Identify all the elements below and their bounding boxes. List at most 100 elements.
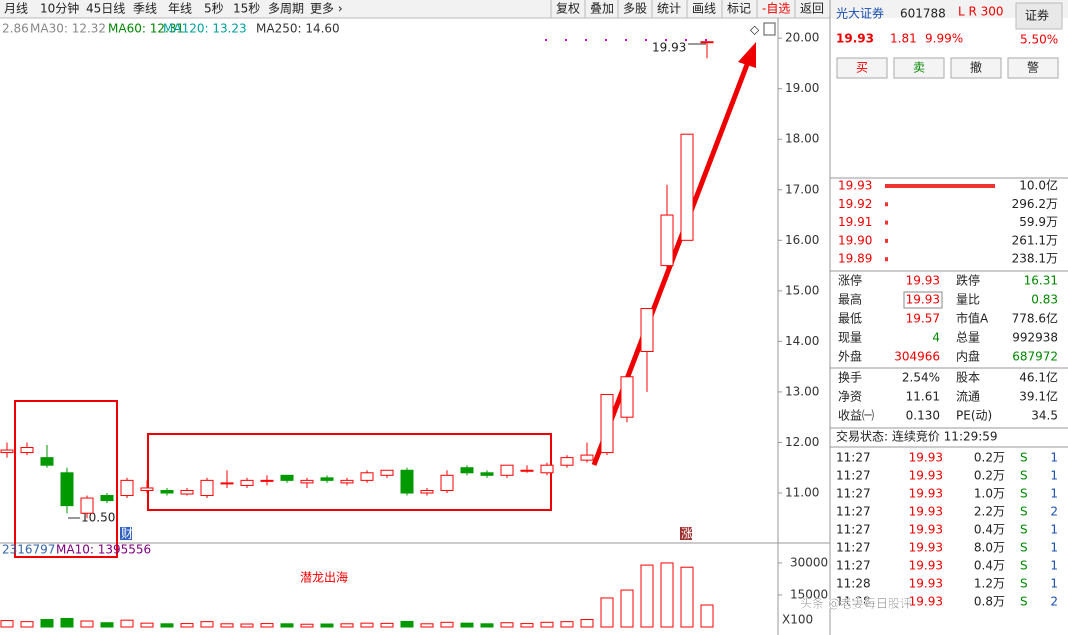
- y-tick-label: 13.00: [785, 384, 819, 398]
- toolbar-item[interactable]: 10分钟: [40, 1, 79, 16]
- ma-legend: MA120: 13.23: [163, 22, 247, 36]
- slogan: 潜龙出海: [300, 570, 348, 585]
- toolbar-button[interactable]: 多股: [623, 2, 647, 16]
- toolbar-button[interactable]: 统计: [657, 2, 681, 16]
- highlight: [903, 291, 943, 309]
- y-tick-label: 18.00: [785, 132, 819, 146]
- change: 1.81: [890, 32, 917, 46]
- trade-side: S: [1020, 469, 1028, 483]
- toolbar-item[interactable]: 年线: [168, 2, 192, 16]
- trade-button-label[interactable]: 买: [856, 61, 868, 75]
- trade-button[interactable]: [1007, 57, 1059, 79]
- trade-time: 11:28: [836, 577, 871, 591]
- book-price: 19.92: [838, 197, 872, 211]
- candle-body: [440, 474, 454, 491]
- stat-value: 778.6亿: [1012, 311, 1058, 326]
- icon[interactable]: [763, 22, 776, 36]
- volume-bar: [540, 621, 554, 628]
- volume-bar: [200, 621, 214, 628]
- volume-bar: [360, 622, 374, 628]
- icon[interactable]: ◇: [750, 23, 760, 37]
- toolbar-button[interactable]: 叠加: [590, 2, 614, 16]
- unit-label: X100: [782, 613, 813, 627]
- trade-price: 19.93: [909, 523, 943, 537]
- toolbar-item[interactable]: 5秒: [204, 2, 224, 16]
- candle-body: [240, 479, 254, 486]
- candle-body: [640, 308, 654, 352]
- candle-body: [340, 479, 354, 484]
- sector-name[interactable]: 证券: [1025, 8, 1049, 23]
- trade-side: S: [1020, 577, 1028, 591]
- book-volume: 261.1万: [1012, 233, 1058, 247]
- volume-bar: [280, 623, 294, 628]
- toolbar-item[interactable]: 月线: [4, 2, 28, 16]
- toolbar-button[interactable]: 返回: [800, 2, 824, 16]
- stat-label: 量比: [956, 293, 980, 307]
- y-tick-label: 14.00: [785, 334, 819, 348]
- stat-value: 34.5: [1031, 409, 1058, 423]
- book-volume: 10.0亿: [1019, 178, 1058, 193]
- trade-button-label[interactable]: 卖: [913, 61, 925, 75]
- badge-text: 涨: [681, 526, 693, 541]
- stat-value: 992938: [1012, 331, 1058, 345]
- toolbar-button[interactable]: 复权: [556, 2, 580, 16]
- volume-bar: [80, 620, 94, 628]
- stat-value: 39.1亿: [1019, 389, 1058, 404]
- book-price: 19.89: [838, 252, 872, 266]
- marker-dot: [685, 39, 687, 41]
- book-volume: 59.9万: [1019, 215, 1058, 229]
- volume-bar: [380, 622, 394, 628]
- trade-count: 1: [1050, 541, 1058, 555]
- marker-dot: [665, 39, 667, 41]
- stat-value: 46.1亿: [1019, 370, 1058, 385]
- trade-price: 19.93: [909, 559, 943, 573]
- stat-label: 内盘: [956, 349, 980, 364]
- trade-count: 1: [1050, 451, 1058, 465]
- marker-dot: [605, 39, 607, 41]
- toolbar-button[interactable]: 画线: [692, 2, 716, 16]
- sector-button[interactable]: [1015, 2, 1063, 30]
- stat-value: 2.54%: [902, 371, 940, 385]
- volume-bar: [680, 566, 694, 628]
- volume-bar: [480, 623, 494, 628]
- trade-volume: 0.2万: [974, 469, 1005, 483]
- candle-body: [0, 449, 14, 454]
- trade-time: 11:28: [836, 595, 871, 609]
- volume-bar: [340, 623, 354, 628]
- watermark: 头条 @老妻每日股评: [800, 596, 912, 611]
- stat-value: 11.61: [906, 390, 940, 404]
- trade-button[interactable]: [893, 57, 945, 79]
- trade-button-label[interactable]: 警: [1027, 60, 1039, 75]
- y-tick-label: 16.00: [785, 233, 819, 247]
- trade-button-label[interactable]: 撤: [970, 60, 982, 75]
- book-bar: [885, 202, 888, 207]
- volume-bar: [460, 622, 474, 628]
- volume-bar: [300, 623, 314, 628]
- limit-label: 19.93: [652, 41, 686, 55]
- candle-body: [560, 457, 574, 466]
- stat-label: 换手: [838, 371, 862, 385]
- trade-side: S: [1020, 505, 1028, 519]
- candle-body: [680, 133, 694, 241]
- toolbar-item[interactable]: 多周期: [268, 2, 304, 16]
- toolbar-button[interactable]: -自选: [762, 2, 790, 16]
- toolbar-item[interactable]: 45日线: [86, 2, 125, 16]
- trade-side: S: [1020, 487, 1028, 501]
- stat-label: PE(动): [956, 409, 992, 423]
- candle-body: [20, 447, 34, 454]
- badge: [120, 527, 132, 540]
- price: 19.93: [836, 32, 874, 46]
- trade-side: S: [1020, 523, 1028, 537]
- stat-value: 19.57: [906, 312, 940, 326]
- candle-body: [80, 497, 94, 514]
- toolbar-button[interactable]: 标记: [727, 2, 751, 16]
- toolbar-item[interactable]: 季线: [133, 2, 157, 16]
- trade-button[interactable]: [950, 57, 1002, 79]
- toolbar-item[interactable]: 更多 ›: [310, 2, 343, 16]
- trade-button[interactable]: [836, 57, 888, 79]
- trade-count: 1: [1050, 523, 1058, 537]
- trade-volume: 0.2万: [974, 451, 1005, 465]
- toolbar-item[interactable]: 15秒: [233, 2, 260, 16]
- candle-body: [280, 474, 294, 481]
- volume-bar: [500, 622, 514, 628]
